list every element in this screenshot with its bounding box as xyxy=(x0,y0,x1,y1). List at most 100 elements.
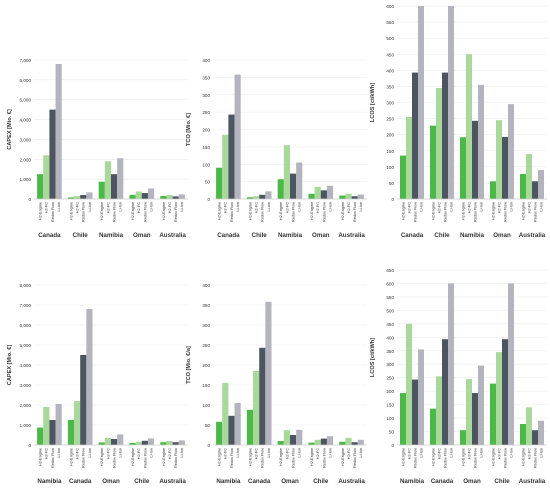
bar-h2-engine xyxy=(160,442,167,445)
y-tick-label: 7,000 xyxy=(20,303,32,308)
category-label: Australia xyxy=(159,478,186,485)
y-tick-label: 600 xyxy=(386,4,394,9)
bar-h2-fc xyxy=(406,323,412,445)
bar-li-ion xyxy=(478,365,484,445)
category-label: Namibia xyxy=(278,232,303,239)
bar-series-label: H2-FC xyxy=(255,202,259,213)
bar-redox-flow xyxy=(502,136,508,199)
bar-series-label: Li-Ion xyxy=(267,202,271,212)
bar-series-label: Li-Ion xyxy=(180,448,184,458)
bar-h2-fc xyxy=(222,383,229,445)
bar-h2-fc xyxy=(526,153,532,199)
bar-series-label: H2-FC xyxy=(76,202,80,213)
bar-series-label: Redox Flow xyxy=(473,202,477,222)
y-tick-label: 350 xyxy=(202,75,210,80)
bar-series-label: H2-Engine xyxy=(461,448,465,466)
bar-h2-engine xyxy=(129,194,136,199)
category-label: Canada xyxy=(217,232,240,239)
bar-series-label: Li-Ion xyxy=(509,448,513,458)
bar-series-label: H2-FC xyxy=(497,202,501,213)
bar-series-label: Redox Flow xyxy=(230,448,234,468)
bar-series-label: Redox Flow xyxy=(503,202,507,222)
category-label: Chile xyxy=(494,478,510,485)
bar-series-label: Redox Flow xyxy=(291,202,295,222)
bar-series-label: H2-Engine xyxy=(39,202,43,220)
bar-li-ion xyxy=(478,84,484,199)
bar-series-label: Li-Ion xyxy=(419,202,423,212)
bar-series-label: Li-Ion xyxy=(509,202,513,212)
y-tick-label: 50 xyxy=(205,180,211,185)
bar-series-label: Li-Ion xyxy=(119,202,123,212)
category-label: Oman xyxy=(133,232,151,239)
bar-redox-flow xyxy=(442,339,448,445)
bar-redox-flow xyxy=(412,72,418,199)
y-tick-label: 350 xyxy=(386,84,394,89)
bar-redox-flow xyxy=(49,109,56,199)
bar-series-label: Redox Flow xyxy=(174,448,178,468)
y-tick-label: 4,000 xyxy=(20,118,32,123)
bar-series-label: Redox Flow xyxy=(503,448,507,468)
bar-series-label: Redox Flow xyxy=(353,202,357,222)
bar-series-label: H2-FC xyxy=(437,202,441,213)
y-tick-label: 0 xyxy=(391,443,394,448)
bar-redox-flow xyxy=(532,430,538,445)
chart-panel-4: 0 1,000 2,000 3,000 4,000 5,000 6,000 7,000 8,00… xyxy=(7,283,188,485)
y-tick-label: 300 xyxy=(386,101,394,106)
bar-series-label: Li-Ion xyxy=(57,448,61,458)
bar-series-label: Li-Ion xyxy=(539,202,543,212)
bar-series-label: Li-Ion xyxy=(479,202,483,212)
y-tick-label: 3,000 xyxy=(20,383,32,388)
bar-series-label: H2-Engine xyxy=(279,448,283,466)
bar-h2-engine xyxy=(67,197,75,199)
category-label: Australia xyxy=(338,478,365,485)
bar-redox-flow xyxy=(80,355,87,445)
bar-li-ion xyxy=(178,440,185,445)
bar-series-label: Li-Ion xyxy=(149,202,153,212)
bar-series-label: H2-FC xyxy=(285,202,289,213)
bar-redox-flow xyxy=(259,194,266,199)
bar-series-label: H2-FC xyxy=(437,448,441,459)
bar-h2-fc xyxy=(43,155,50,199)
bar-redox-flow xyxy=(111,439,118,445)
bar-series-label: H2-FC xyxy=(467,448,471,459)
bar-series-label: H2-Engine xyxy=(341,202,345,220)
bar-li-ion xyxy=(326,185,334,199)
bar-h2-engine xyxy=(308,193,315,199)
bar-series-label: H2-FC xyxy=(407,202,411,213)
bar-series-label: Li-Ion xyxy=(419,448,423,458)
bar-series-label: Li-Ion xyxy=(149,448,153,458)
bar-series-label: H2-FC xyxy=(255,448,259,459)
bar-series-label: H2-Engine xyxy=(162,202,166,220)
bar-h2-fc xyxy=(314,439,321,445)
bar-h2-engine xyxy=(460,430,466,445)
y-tick-label: 600 xyxy=(386,281,394,286)
bar-li-ion xyxy=(418,349,424,445)
bar-li-ion xyxy=(178,194,185,199)
bar-series-label: Redox Flow xyxy=(443,448,447,468)
bar-redox-flow xyxy=(49,420,56,445)
category-label: Namibia xyxy=(400,478,425,485)
bar-redox-flow xyxy=(141,193,148,199)
bar-li-ion xyxy=(265,301,272,445)
bar-series-label: Li-Ion xyxy=(298,202,302,212)
category-label: Canada xyxy=(38,232,61,239)
bar-series-label: Li-Ion xyxy=(479,448,483,458)
y-tick-label: 400 xyxy=(202,283,210,288)
bar-li-ion xyxy=(55,63,62,199)
bar-series-label: H2-FC xyxy=(224,202,228,213)
bar-series-label: Li-Ion xyxy=(539,448,543,458)
bar-h2-fc xyxy=(466,54,472,199)
y-tick-label: 1,000 xyxy=(20,177,32,182)
bar-li-ion xyxy=(86,309,93,445)
bar-li-ion xyxy=(234,74,241,199)
bar-series-label: H2-Engine xyxy=(431,448,435,466)
y-tick-label: 2,000 xyxy=(20,157,32,162)
y-tick-label: 550 xyxy=(386,20,394,25)
category-label: Oman xyxy=(312,232,330,239)
bar-series-label: H2-Engine xyxy=(521,448,525,466)
y-tick-label: 150 xyxy=(386,149,394,154)
y-tick-label: 150 xyxy=(202,145,210,150)
bar-series-label: Redox Flow xyxy=(230,202,234,222)
category-label: Oman xyxy=(102,478,120,485)
bar-h2-engine xyxy=(520,424,526,445)
